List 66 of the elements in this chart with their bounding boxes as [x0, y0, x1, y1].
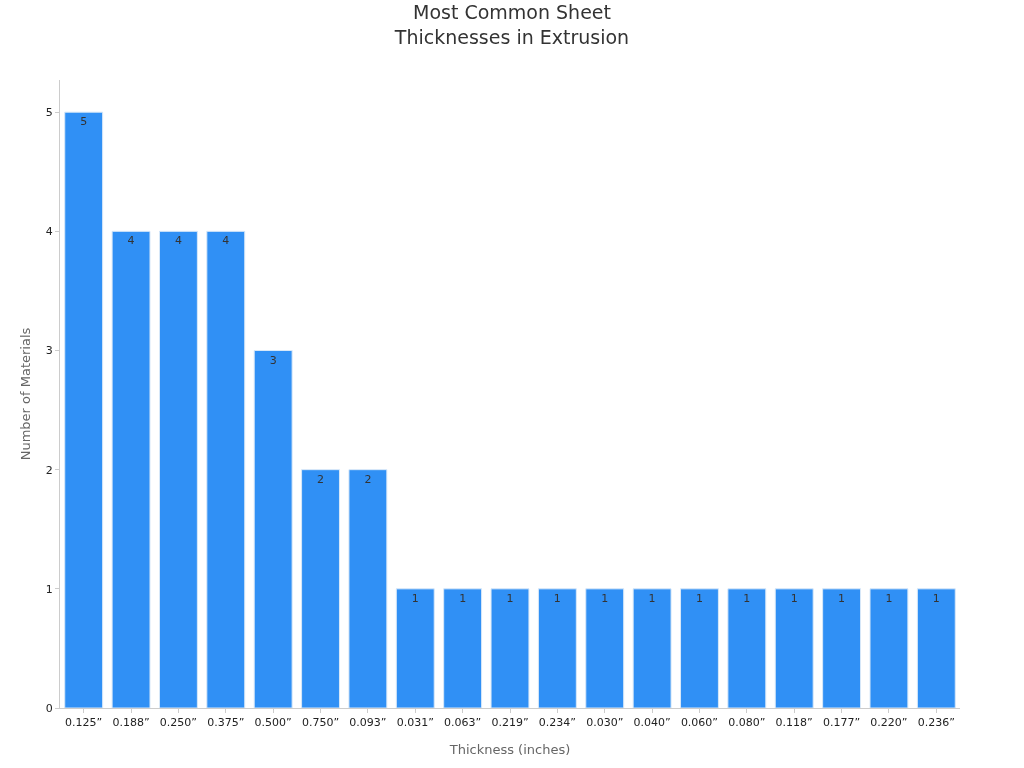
x-tick-label: 0.236” [917, 716, 955, 730]
data-label: 1 [885, 591, 893, 605]
x-tick-label: 0.060” [680, 716, 719, 730]
y-tick-label: 0 [45, 701, 53, 715]
bar [537, 588, 577, 708]
bar [64, 111, 104, 708]
bar [632, 588, 672, 708]
x-tick-label: 0.250” [159, 716, 198, 730]
x-tick-label: 0.219” [491, 716, 529, 730]
x-tick-label: 0.125” [65, 716, 103, 730]
bar [395, 588, 435, 708]
data-label: 2 [364, 472, 372, 486]
x-axis-title: Thickness (inches) [448, 741, 571, 757]
bar [253, 350, 293, 708]
x-tick-label: 0.063” [444, 716, 482, 730]
y-tick-label: 1 [45, 582, 53, 596]
x-tick-label: 0.188” [112, 716, 150, 730]
data-label: 1 [553, 591, 561, 605]
y-tick-label: 5 [45, 106, 53, 120]
x-tick-label: 0.375” [207, 716, 245, 730]
x-tick-label: 0.500” [254, 716, 292, 730]
bar [443, 588, 483, 708]
data-label: 1 [743, 591, 751, 605]
y-tick-label: 2 [45, 463, 53, 477]
y-axis-title: Number of Materials [17, 327, 33, 461]
data-label: 1 [838, 591, 846, 605]
x-tick-label: 0.220” [870, 716, 908, 730]
bar [206, 230, 246, 708]
data-label: 1 [695, 591, 703, 605]
data-label: 4 [174, 234, 182, 248]
chart-title: Most Common Sheet Thicknesses in Extrusion [393, 1, 630, 48]
data-label: 1 [932, 591, 940, 605]
x-tick-label: 0.234” [538, 716, 576, 730]
data-label: 1 [506, 591, 514, 605]
x-tick-label: 0.750” [301, 716, 340, 730]
data-label: 1 [648, 591, 656, 605]
data-label: 1 [411, 591, 419, 605]
bar [158, 230, 198, 708]
data-label: 1 [601, 591, 609, 605]
data-label: 1 [790, 591, 798, 605]
x-tick-label: 0.031” [396, 716, 434, 730]
bar [585, 588, 625, 708]
data-label: 5 [80, 115, 88, 129]
x-tick-label: 0.030” [586, 716, 624, 730]
bar [111, 230, 151, 708]
bar [822, 588, 862, 708]
y-tick-label: 3 [45, 344, 53, 358]
data-label: 2 [317, 472, 325, 486]
bar [680, 588, 719, 708]
bar [348, 469, 388, 708]
bar [869, 588, 909, 708]
data-label: 3 [269, 353, 277, 367]
x-tick-label: 0.040” [633, 716, 671, 730]
x-tick-label: 0.080” [728, 716, 766, 730]
x-tick-label: 0.177” [822, 716, 861, 730]
bar [774, 588, 814, 708]
bar [727, 588, 767, 708]
data-label: 4 [222, 234, 230, 248]
x-tick-label: 0.118” [775, 716, 813, 730]
x-tick-label: 0.093” [349, 716, 387, 730]
y-tick-label: 4 [45, 225, 53, 239]
data-label: 1 [459, 591, 467, 605]
bar [916, 588, 956, 708]
bar [490, 588, 530, 708]
data-label: 4 [127, 234, 135, 248]
bar [301, 469, 340, 708]
